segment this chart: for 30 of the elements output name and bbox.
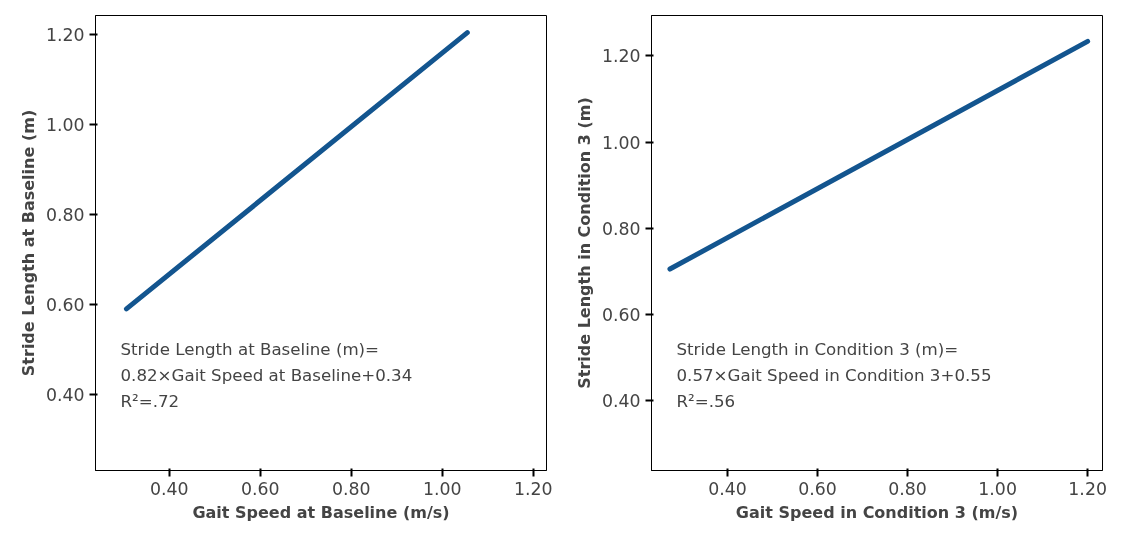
annotation: Stride Length in Condition 3 (m)= (676, 339, 959, 359)
y-tick-label: 0.60 (601, 304, 641, 325)
annotation: Stride Length at Baseline (m)= (120, 339, 380, 359)
y-tick-label: 0.40 (601, 390, 641, 411)
y-tick-label: 0.80 (45, 205, 85, 226)
annotation: R²=.72 (120, 391, 180, 411)
x-tick-label: 0.40 (149, 478, 189, 499)
x-tick-label: 1.20 (1068, 478, 1107, 499)
y-tick-label: 1.00 (601, 132, 641, 153)
x-tick-label: 1.00 (978, 478, 1017, 499)
x-tick-label: 0.80 (888, 478, 927, 499)
x-tick-label: 0.60 (240, 478, 280, 499)
y-axis-title: Stride Length at Baseline (m) (18, 109, 38, 377)
x-tick-label: 1.20 (514, 478, 553, 499)
x-tick-label: 0.80 (331, 478, 371, 499)
y-tick-label: 1.00 (45, 115, 85, 136)
x-tick-label: 0.60 (798, 478, 837, 499)
y-tick-label: 0.60 (45, 295, 85, 316)
x-axis-title: Gait Speed in Condition 3 (m/s) (735, 502, 1019, 522)
y-tick-label: 1.20 (601, 46, 641, 67)
y-tick-label: 1.20 (45, 25, 85, 46)
annotation: R²=.56 (676, 391, 736, 411)
annotation: 0.82×Gait Speed at Baseline+0.34 (120, 365, 413, 385)
y-tick-label: 0.40 (45, 385, 85, 406)
x-tick-label: 0.40 (708, 478, 747, 499)
y-tick-label: 0.80 (601, 218, 641, 239)
x-axis-title: Gait Speed at Baseline (m/s) (192, 502, 450, 522)
annotation: 0.57×Gait Speed in Condition 3+0.55 (676, 365, 992, 385)
x-tick-label: 1.00 (422, 478, 462, 499)
y-axis-title: Stride Length in Condition 3 (m) (574, 97, 594, 389)
